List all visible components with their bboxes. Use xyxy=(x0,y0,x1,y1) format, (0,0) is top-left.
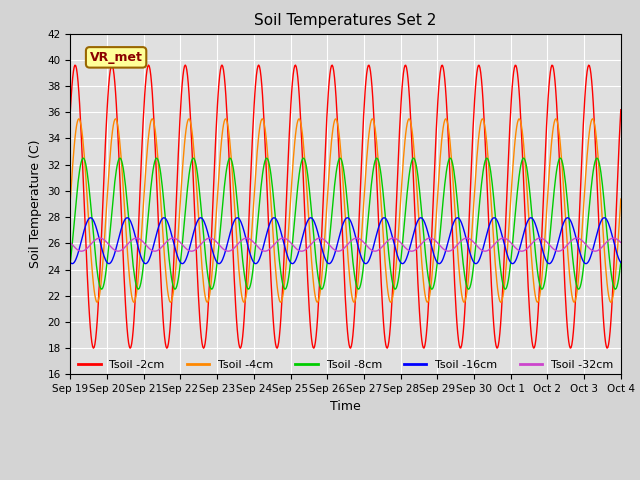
Tsoil -2cm xyxy=(200,345,207,351)
Tsoil -32cm xyxy=(77,248,84,254)
Tsoil -8cm xyxy=(77,163,84,169)
Tsoil -16cm xyxy=(133,240,141,246)
Tsoil -32cm xyxy=(189,248,196,254)
Tsoil -8cm xyxy=(133,285,141,290)
Tsoil -8cm xyxy=(189,156,196,161)
Tsoil -16cm xyxy=(617,260,625,265)
Line: Tsoil -2cm: Tsoil -2cm xyxy=(70,65,621,348)
Text: VR_met: VR_met xyxy=(90,51,143,64)
Tsoil -16cm xyxy=(67,260,74,265)
X-axis label: Time: Time xyxy=(330,400,361,413)
Tsoil -4cm xyxy=(430,247,438,252)
Tsoil -32cm xyxy=(218,245,226,251)
Tsoil -32cm xyxy=(298,248,305,254)
Tsoil -4cm xyxy=(134,272,142,277)
Tsoil -2cm xyxy=(77,114,84,120)
Tsoil -32cm xyxy=(133,235,141,241)
Tsoil -8cm xyxy=(617,259,625,265)
Tsoil -2cm xyxy=(414,281,422,287)
Tsoil -4cm xyxy=(77,123,85,129)
Tsoil -2cm xyxy=(67,107,74,113)
Tsoil -4cm xyxy=(414,203,422,208)
Tsoil -16cm xyxy=(289,261,296,266)
Tsoil -32cm xyxy=(430,237,438,242)
Tsoil -8cm xyxy=(501,286,509,292)
Tsoil -2cm xyxy=(190,185,198,191)
Line: Tsoil -4cm: Tsoil -4cm xyxy=(70,119,621,302)
Tsoil -2cm xyxy=(220,67,227,73)
Tsoil -4cm xyxy=(93,300,101,305)
Legend: Tsoil -2cm, Tsoil -4cm, Tsoil -8cm, Tsoil -16cm, Tsoil -32cm: Tsoil -2cm, Tsoil -4cm, Tsoil -8cm, Tsoi… xyxy=(73,355,618,376)
Tsoil -2cm xyxy=(430,178,438,183)
Line: Tsoil -32cm: Tsoil -32cm xyxy=(70,238,621,251)
Tsoil -2cm xyxy=(181,62,189,68)
Tsoil -4cm xyxy=(191,154,198,159)
Line: Tsoil -16cm: Tsoil -16cm xyxy=(70,218,621,264)
Tsoil -16cm xyxy=(189,232,196,238)
Tsoil -4cm xyxy=(75,116,83,122)
Tsoil -2cm xyxy=(133,260,141,266)
Tsoil -8cm xyxy=(520,155,527,161)
Tsoil -32cm xyxy=(280,235,287,241)
Title: Soil Temperatures Set 2: Soil Temperatures Set 2 xyxy=(255,13,436,28)
Tsoil -4cm xyxy=(220,122,227,128)
Tsoil -8cm xyxy=(67,259,74,265)
Tsoil -32cm xyxy=(414,245,422,251)
Tsoil -16cm xyxy=(270,215,278,221)
Tsoil -8cm xyxy=(429,286,436,292)
Tsoil -16cm xyxy=(218,258,226,264)
Tsoil -16cm xyxy=(414,217,422,223)
Tsoil -16cm xyxy=(77,242,84,248)
Y-axis label: Soil Temperature (C): Soil Temperature (C) xyxy=(29,140,42,268)
Tsoil -4cm xyxy=(617,196,625,202)
Tsoil -16cm xyxy=(430,252,438,258)
Tsoil -2cm xyxy=(617,107,625,113)
Tsoil -8cm xyxy=(413,163,420,169)
Tsoil -32cm xyxy=(67,240,74,245)
Tsoil -4cm xyxy=(67,196,74,202)
Line: Tsoil -8cm: Tsoil -8cm xyxy=(70,158,621,289)
Tsoil -32cm xyxy=(617,240,625,245)
Tsoil -8cm xyxy=(218,208,226,214)
